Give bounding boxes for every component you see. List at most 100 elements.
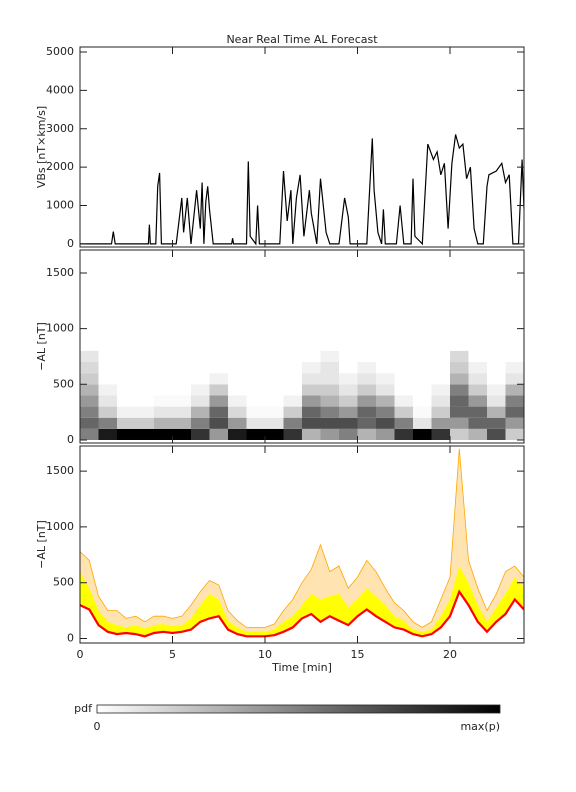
pdf-cell (135, 428, 154, 440)
pdf-cell (80, 406, 99, 418)
y-tick-label: 1000 (46, 199, 74, 212)
pdf-cell (80, 395, 99, 407)
pdf-cell (357, 428, 376, 440)
pdf-cell (80, 417, 99, 429)
pdf-cell (413, 395, 432, 407)
pdf-cell (228, 373, 247, 385)
pdf-cell (283, 350, 302, 363)
pdf-cell (98, 406, 117, 418)
pdf-cell (283, 362, 302, 374)
colorbar (96, 704, 501, 714)
pdf-cell (505, 395, 524, 407)
pdf-cell (413, 350, 432, 363)
pdf-cell (246, 406, 265, 418)
pdf-cell (209, 417, 228, 429)
pdf-cell (376, 362, 395, 374)
plot-area (80, 134, 524, 246)
pdf-cell (191, 362, 210, 374)
pdf-cell (320, 417, 339, 429)
pdf-cell (320, 428, 339, 440)
pdf-cell (117, 362, 136, 374)
pdf-cell (191, 373, 210, 385)
pdf-cell (98, 395, 117, 407)
pdf-cell (302, 384, 321, 396)
pdf-cell (135, 384, 154, 396)
pdf-cell (320, 350, 339, 363)
pdf-cell (431, 362, 450, 374)
pdf-cell (505, 350, 524, 363)
pdf-cell (117, 350, 136, 363)
pdf-cell (191, 428, 210, 440)
pdf-cell (450, 350, 469, 363)
pdf-cell (413, 384, 432, 396)
pdf-cell (431, 417, 450, 429)
pdf-cell (413, 417, 432, 429)
pdf-cell (487, 350, 506, 363)
pdf-cell (431, 373, 450, 385)
pdf-cell (246, 395, 265, 407)
pdf-cell (98, 384, 117, 396)
pdf-cell (376, 384, 395, 396)
y-tick-label: 2000 (46, 160, 74, 173)
pdf-cell (228, 350, 247, 363)
pdf-cell (172, 428, 191, 440)
pdf-cell (302, 362, 321, 374)
pdf-cell (283, 373, 302, 385)
pdf-cell (172, 417, 191, 429)
y-axis-label: −AL [nT] (35, 322, 48, 371)
pdf-cell (468, 362, 487, 374)
pdf-cell (80, 384, 99, 396)
pdf-cell (431, 384, 450, 396)
pdf-cell (394, 350, 413, 363)
pdf-cell (468, 350, 487, 363)
pdf-cell (376, 395, 395, 407)
x-tick-label: 20 (443, 648, 457, 661)
panel-frame (79, 445, 525, 644)
pdf-cell (209, 395, 228, 407)
y-axis-label: −AL [nT] (35, 520, 48, 569)
pdf-cell (117, 384, 136, 396)
pdf-cell (413, 406, 432, 418)
y-tick-label: 500 (53, 377, 74, 390)
pdf-cell (154, 384, 173, 396)
pdf-cell (302, 350, 321, 363)
pdf-cell (450, 428, 469, 440)
pdf-cell (357, 395, 376, 407)
pdf-cell (394, 384, 413, 396)
pdf-cell (302, 406, 321, 418)
y-tick-label: 3000 (46, 122, 74, 135)
y-tick-label: 1000 (46, 322, 74, 335)
pdf-cell (505, 406, 524, 418)
pdf-cell (357, 384, 376, 396)
pdf-cell (265, 350, 284, 363)
pdf-cell (154, 362, 173, 374)
plot-area (80, 350, 524, 440)
panel-frame (79, 46, 525, 248)
colorbar-min-label: 0 (94, 720, 101, 733)
pdf-cell (505, 417, 524, 429)
pdf-cell (135, 395, 154, 407)
pdf-cell (450, 406, 469, 418)
pdf-cell (468, 373, 487, 385)
pdf-cell (98, 373, 117, 385)
pdf-cell (468, 406, 487, 418)
pdf-cell (339, 373, 358, 385)
pdf-cell (80, 428, 99, 440)
pdf-cell (154, 428, 173, 440)
pdf-cell (394, 417, 413, 429)
y-tick-label: 1000 (46, 520, 74, 533)
pdf-cell (172, 384, 191, 396)
pdf-cell (487, 362, 506, 374)
pdf-cell (450, 362, 469, 374)
pdf-cell (468, 428, 487, 440)
pdf-cell (320, 406, 339, 418)
pdf-cell (172, 362, 191, 374)
pdf-cell (394, 406, 413, 418)
pdf-cell (357, 350, 376, 363)
pdf-cell (302, 428, 321, 440)
pdf-cell (450, 395, 469, 407)
pdf-cell (413, 362, 432, 374)
pdf-cell (431, 428, 450, 440)
y-axis-label: VBs [nT×km/s] (35, 106, 48, 188)
pdf-cell (135, 373, 154, 385)
